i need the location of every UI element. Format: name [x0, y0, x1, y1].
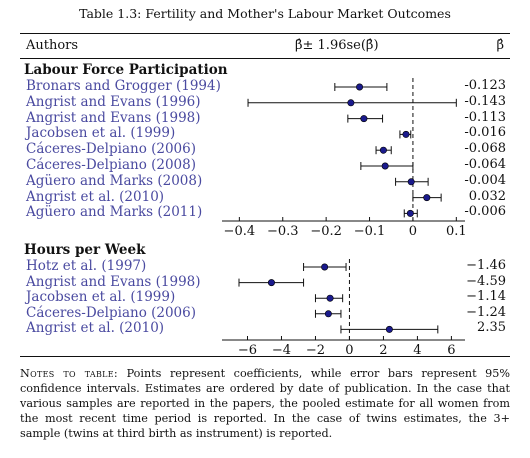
author-label: Cáceres-Delpiano (2006)	[26, 304, 197, 321]
beta-value: 2.35	[477, 320, 506, 336]
beta-value: -0.068	[464, 141, 506, 157]
x-tick-label: −0.2	[310, 224, 342, 239]
top-rule	[20, 33, 510, 35]
hours-plot	[222, 259, 465, 341]
author-label: Hotz et al. (1997)	[26, 258, 147, 274]
column-header-ci: β̂± 1.96se(β̂)	[295, 38, 379, 53]
coefficient-point	[267, 279, 275, 287]
section-title-hours: Hours per Week	[24, 242, 146, 258]
bottom-rule	[20, 356, 510, 358]
table-caption: Table 1.3: Fertility and Mother's Labour…	[79, 6, 451, 21]
beta-value: 0.032	[468, 188, 506, 204]
x-tick-label: 0	[345, 343, 354, 358]
author-label: Angrist and Evans (1996)	[26, 93, 201, 110]
beta-value: -0.113	[464, 109, 506, 125]
x-tick-label: −0.4	[223, 224, 256, 239]
notes-lead: Notes to table:	[20, 367, 118, 380]
x-tick-label: −0.3	[266, 224, 299, 239]
coefficient-point	[379, 146, 387, 154]
author-label: Jacobsen et al. (1999)	[26, 289, 176, 306]
notes-body: Points represent coefficients, while err…	[20, 367, 510, 440]
beta-value: -0.143	[464, 93, 506, 109]
author-label: Angrist et al. (2010)	[26, 320, 165, 337]
coefficient-point	[356, 83, 364, 91]
x-tick-label: −0.1	[353, 224, 386, 239]
beta-value: −1.24	[466, 304, 506, 320]
beta-value: -0.016	[464, 125, 506, 141]
section-title-lfp: Labour Force Participation	[24, 62, 228, 78]
x-tick-label: 0.1	[445, 224, 467, 239]
coefficient-point	[321, 263, 329, 271]
header-rule	[20, 58, 510, 59]
beta-value: -0.064	[464, 157, 506, 172]
beta-value: −1.46	[466, 258, 506, 273]
x-tick-label: 2	[379, 343, 388, 358]
coefficient-point	[324, 310, 332, 318]
beta-value: -0.006	[464, 204, 506, 220]
column-header-authors: Authors	[26, 38, 79, 53]
x-tick-label: −6	[237, 343, 258, 358]
beta-value: -0.123	[464, 78, 506, 93]
x-tick-label: −4	[271, 343, 292, 358]
author-label: Cáceres-Delpiano (2008)	[26, 157, 197, 173]
author-label: Angrist and Evans (1998)	[26, 109, 201, 126]
column-header-beta: β̂	[496, 38, 504, 53]
coefficient-point	[406, 209, 414, 217]
coefficient-point	[326, 294, 334, 302]
coefficient-point	[402, 130, 410, 138]
coefficient-point	[347, 99, 355, 107]
author-label: Jacobsen et al. (1999)	[26, 125, 176, 142]
x-tick-label: 4	[413, 343, 422, 358]
coefficient-point	[407, 178, 415, 186]
beta-value: -0.004	[464, 172, 506, 188]
x-tick-label: 0	[408, 224, 418, 239]
lfp-plot	[222, 78, 465, 222]
x-tick-label: 6	[447, 343, 456, 358]
beta-value: −4.59	[466, 273, 506, 289]
coefficient-point	[385, 325, 393, 333]
author-label: Agüero and Marks (2008)	[26, 172, 203, 189]
author-label: Agüero and Marks (2011)	[26, 204, 203, 221]
coefficient-point	[423, 194, 431, 202]
x-tick-label: −2	[305, 343, 326, 358]
author-label: Angrist and Evans (1998)	[26, 273, 201, 290]
coefficient-point	[360, 115, 368, 123]
author-label: Cáceres-Delpiano (2006)	[26, 141, 197, 158]
beta-value: −1.14	[466, 289, 506, 305]
author-label: Angrist et al. (2010)	[26, 188, 165, 205]
author-label: Bronars and Grogger (1994)	[26, 78, 221, 94]
coefficient-point	[381, 162, 389, 170]
table-notes: Notes to table: Points represent coeffic…	[20, 366, 510, 441]
